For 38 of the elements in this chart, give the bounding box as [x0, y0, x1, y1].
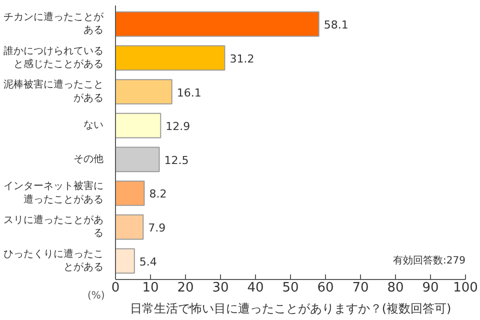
x-tick-label: 80: [387, 280, 404, 296]
x-tick-label: 0: [111, 280, 120, 296]
bar: [116, 146, 160, 172]
data-label: 16.1: [176, 86, 202, 100]
text: 日常生活で怖い目に遭ったことがありますか？(複数回答可): [130, 302, 452, 316]
bar: [116, 112, 162, 138]
data-label: 12.5: [164, 154, 189, 167]
y-tick-label: 泥棒被害に遭ったことがある: [4, 78, 104, 104]
x-tick-label: 100: [453, 280, 478, 296]
data-label: 5.4: [139, 255, 157, 268]
y-tick-label: その他: [74, 152, 104, 165]
data-label: 12.9: [166, 120, 190, 134]
y-tick-label: チカンに遭ったことがある: [4, 11, 104, 36]
y-tick-label: ない: [84, 120, 104, 132]
x-tick-label: 70: [352, 280, 369, 296]
x-tick-label: 20: [177, 280, 194, 296]
bar: [116, 180, 145, 206]
y-tick-label: スリに遭ったことがある: [4, 214, 104, 240]
x-tick-label: 60: [317, 280, 334, 296]
y-tick-label: 誰かにつけられていると感じたことがある: [4, 44, 104, 70]
data-label: 31.2: [230, 52, 254, 66]
x-tick-label: 40: [247, 280, 264, 296]
x-axis-title: (%): [88, 290, 105, 302]
x-tick-label: 90: [422, 280, 439, 296]
x-tick-label: 10: [142, 280, 159, 296]
y-tick-label: ひったくりに遭ったことがある: [4, 248, 104, 273]
x-tick-label: 50: [282, 280, 299, 296]
bar: [116, 11, 320, 37]
x-tick-label: 30: [212, 280, 229, 296]
y-tick-label: インターネット被害に遭ったことがある: [4, 180, 104, 206]
data-label: 58.1: [324, 18, 348, 32]
data-label: 8.2: [149, 188, 167, 201]
data-label: 7.9: [148, 222, 166, 235]
bar: [116, 79, 172, 104]
bar: [116, 45, 226, 71]
bar: [116, 214, 144, 240]
bar: [116, 248, 135, 274]
annotation: 有効回答数:279: [393, 254, 466, 266]
